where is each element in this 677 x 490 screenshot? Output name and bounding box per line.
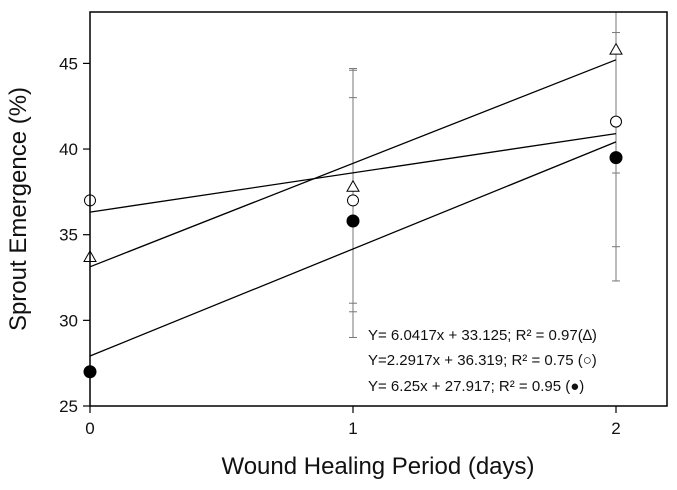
y-tick-label: 35 xyxy=(59,226,78,245)
error-bars xyxy=(349,11,620,338)
x-ticks: 0 1 2 xyxy=(85,406,621,438)
equation-series-3: Y= 6.25x + 27.917; R² = 0.95 (●) xyxy=(368,378,584,395)
y-tick-label: 30 xyxy=(59,311,78,330)
equation-series-1: Y= 6.0417x + 33.125; R² = 0.97(∆) xyxy=(368,327,597,344)
x-tick-label: 0 xyxy=(85,419,94,438)
y-tick-label: 40 xyxy=(59,140,78,159)
trend-lines xyxy=(89,59,617,357)
y-axis-title: Sprout Emergence (%) xyxy=(5,87,32,331)
triangle-marker xyxy=(346,179,360,192)
filled-circle-marker xyxy=(609,151,623,165)
trend-line xyxy=(89,132,617,213)
x-tick-label: 1 xyxy=(348,419,357,438)
x-tick-label: 2 xyxy=(611,419,620,438)
y-tick-label: 45 xyxy=(59,54,78,73)
y-ticks: 25 30 35 40 45 xyxy=(59,54,90,416)
equation-series-2: Y=2.2917x + 36.319; R² = 0.75 (○) xyxy=(368,352,597,369)
open-circle-marker xyxy=(347,194,359,207)
equation-legend: Y= 6.0417x + 33.125; R² = 0.97(∆) Y=2.29… xyxy=(368,327,597,395)
plot-area xyxy=(89,11,668,407)
trend-line xyxy=(89,141,617,357)
triangle-marker xyxy=(609,42,623,55)
filled-circle-marker xyxy=(346,214,360,228)
x-axis-title: Wound Healing Period (days) xyxy=(221,453,534,480)
trend-line xyxy=(89,59,617,268)
y-tick-label: 25 xyxy=(59,397,78,416)
open-circle-marker xyxy=(610,115,622,128)
